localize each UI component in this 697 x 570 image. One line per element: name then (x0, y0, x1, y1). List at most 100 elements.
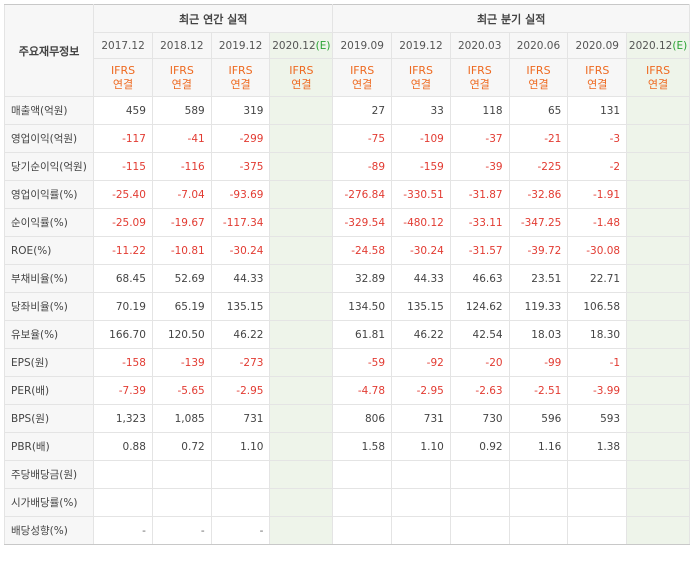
quarter-value-cell: -39 (449, 152, 510, 181)
quarter-value-cell: -3.99 (567, 376, 628, 405)
consolidated-label: 연결 (112, 77, 134, 91)
table-row: 순이익률(%) -25.09 -19.67 -117.34 -329.54 -480.12… (3, 208, 690, 237)
quarter-value-cell: 42.54 (449, 320, 510, 349)
date-label: 2020.03 (457, 39, 502, 52)
quarter-value-cell (626, 292, 690, 321)
quarter-value-cell (508, 460, 569, 489)
annual-value-cell: - (210, 516, 271, 545)
consolidated-label: 연결 (230, 77, 251, 91)
quarter-value-cell: -347.25 (508, 208, 569, 237)
annual-value-cell: -117 (93, 124, 153, 153)
date-label: 2019.09 (340, 39, 384, 52)
quarter-value-cell: -3 (567, 124, 628, 153)
ifrs-header: IFRS 연결 (449, 58, 510, 97)
date-label: 2020.12 (628, 39, 673, 52)
ifrs-header: IFRS 연결 (626, 58, 690, 97)
quarter-value-cell: 118 (449, 96, 510, 125)
quarter-value-cell: 131 (567, 96, 628, 125)
annual-value-cell (269, 348, 334, 377)
annual-value-cell: -117.34 (210, 208, 271, 237)
annual-value-cell: - (151, 516, 212, 545)
annual-value-cell: -11.22 (93, 236, 153, 265)
quarter-value-cell: 46.22 (391, 320, 451, 349)
table-row: 영업이익률(%) -25.40 -7.04 -93.69 -276.84 -330.51-… (3, 180, 690, 209)
quarter-value-cell: -24.58 (332, 236, 393, 265)
quarter-value-cell: -99 (508, 348, 569, 377)
consolidated-label: 연결 (171, 77, 192, 91)
quarter-value-cell (626, 96, 690, 125)
table-row: 주당배당금(원) (3, 460, 690, 489)
annual-value-cell: -30.24 (210, 236, 271, 265)
quarter-value-cell (626, 264, 690, 293)
ifrs-label: IFRS (645, 63, 671, 77)
quarter-value-cell: 135.15 (391, 292, 451, 321)
quarter-date-header: 2020.06 (508, 32, 569, 59)
annual-value-cell (269, 180, 334, 209)
annual-value-cell: -41 (151, 124, 212, 153)
annual-value-cell: -5.65 (151, 376, 212, 405)
annual-value-cell: 135.15 (210, 292, 271, 321)
date-label: 2018.12 (160, 39, 204, 52)
quarter-value-cell: 596 (508, 404, 569, 433)
annual-value-cell: 1,085 (151, 404, 212, 433)
annual-value-cell: 52.69 (151, 264, 212, 293)
quarter-value-cell: 731 (391, 404, 451, 433)
quarter-value-cell (449, 488, 510, 517)
date-label: 2019.12 (218, 39, 263, 52)
ifrs-header: IFRS 연결 (269, 58, 334, 97)
row-label: PBR(배) (3, 432, 95, 461)
annual-value-cell: -93.69 (210, 180, 271, 209)
consolidated-label: 연결 (469, 77, 490, 91)
annual-value-cell: -375 (210, 152, 271, 181)
date-label: 2020.09 (575, 39, 619, 52)
quarter-value-cell: 119.33 (508, 292, 569, 321)
annual-value-cell: -7.39 (93, 376, 153, 405)
quarter-value-cell (332, 460, 393, 489)
table-row: EPS(원) -158 -139 -273 -59 -92 -20 -99 -1 (3, 348, 690, 377)
annual-value-cell (93, 488, 153, 517)
annual-value-cell: 65.19 (151, 292, 212, 321)
annual-value-cell: -273 (210, 348, 271, 377)
ifrs-label: IFRS (526, 63, 551, 77)
ifrs-label: IFRS (408, 63, 434, 77)
quarter-value-cell: -75 (332, 124, 393, 153)
ifrs-header: IFRS 연결 (151, 58, 212, 97)
ifrs-label: IFRS (228, 63, 253, 77)
quarter-value-cell: 1.10 (391, 432, 451, 461)
quarter-value-cell: -2.95 (391, 376, 451, 405)
quarter-value-cell: -159 (391, 152, 451, 181)
quarter-value-cell (332, 488, 393, 517)
row-label: 유보율(%) (3, 320, 95, 349)
annual-value-cell: 0.72 (151, 432, 212, 461)
quarter-value-cell: -276.84 (332, 180, 393, 209)
quarter-value-cell (391, 460, 451, 489)
table-row: BPS(원) 1,323 1,085 731 806 731 730 596 593 (3, 404, 690, 433)
annual-value-cell: -10.81 (151, 236, 212, 265)
consolidated-label: 연결 (410, 77, 432, 91)
ifrs-header: IFRS 연결 (93, 58, 153, 97)
consolidated-label: 연결 (528, 77, 549, 91)
annual-value-cell: -19.67 (151, 208, 212, 237)
annual-value-cell (269, 404, 334, 433)
annual-value-cell: -158 (93, 348, 153, 377)
annual-value-cell (93, 460, 153, 489)
annual-value-cell: 44.33 (210, 264, 271, 293)
consolidated-label: 연결 (647, 77, 669, 91)
quarter-date-header: 2019.12 (391, 32, 451, 59)
quarter-value-cell: 806 (332, 404, 393, 433)
row-label: 당기순이익(억원) (3, 152, 95, 181)
annual-value-cell (269, 124, 334, 153)
quarter-value-cell: -30.24 (391, 236, 451, 265)
quarter-value-cell: 44.33 (391, 264, 451, 293)
consolidated-label: 연결 (352, 77, 373, 91)
annual-value-cell (269, 96, 334, 125)
row-label: EPS(원) (3, 348, 95, 377)
annual-value-cell: -25.09 (93, 208, 153, 237)
quarter-value-cell (626, 460, 690, 489)
ifrs-header: IFRS 연결 (332, 58, 393, 97)
annual-value-cell (269, 432, 334, 461)
date-label: 2017.12 (101, 39, 145, 52)
quarter-value-cell: -1 (567, 348, 628, 377)
table-row: 당기순이익(억원) -115 -116 -375 -89 -159 -39 -225 -2 (3, 152, 690, 181)
financial-summary-table: 주요재무정보 최근 연간 실적 최근 분기 실적 2017.12 2018.12 2… (3, 4, 690, 545)
